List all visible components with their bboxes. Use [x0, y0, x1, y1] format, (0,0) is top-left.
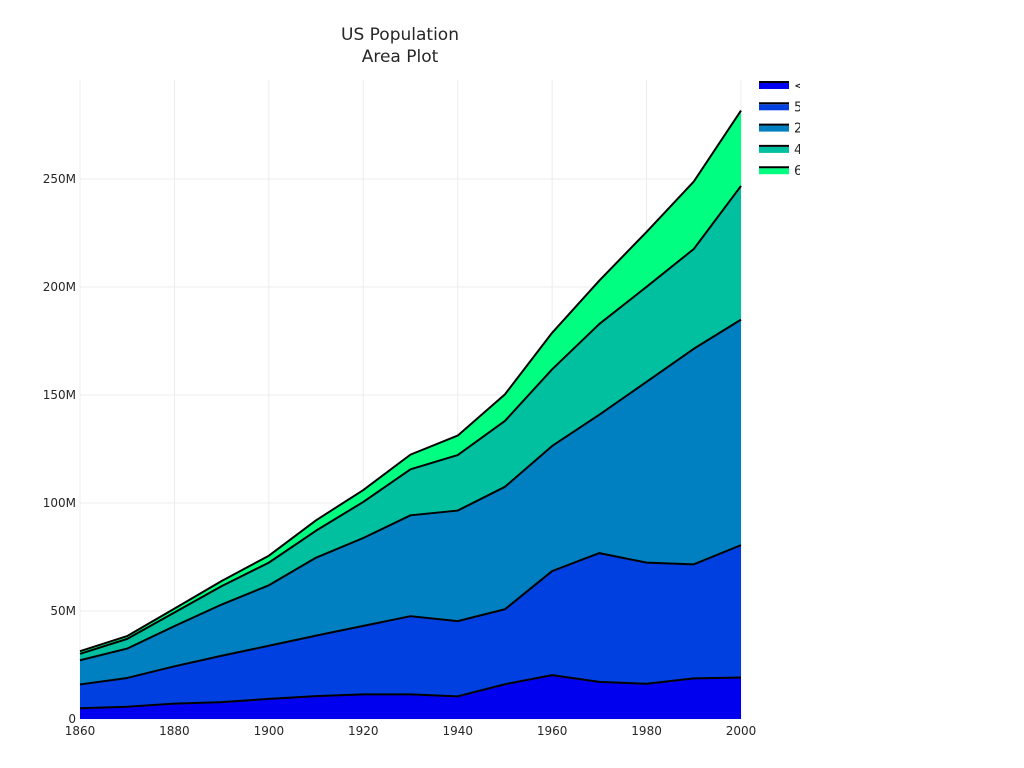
series-line-4 — [79, 185, 742, 655]
chart-title-line: US Population — [341, 25, 459, 45]
legend: <5 2 4 6 — [759, 79, 805, 179]
area-layer — [80, 110, 741, 719]
y-tick-label: 250M — [43, 172, 76, 186]
legend-label: < — [794, 79, 805, 94]
y-tick-label: 150M — [43, 388, 76, 402]
legend-item: 4 — [759, 143, 802, 158]
legend-label: 2 — [794, 122, 802, 137]
x-tick-label: 1980 — [631, 724, 662, 738]
y-tick-label: 200M — [43, 280, 76, 294]
legend-swatch — [759, 104, 789, 111]
area-series-2 — [80, 545, 741, 709]
legend-swatch — [759, 168, 789, 175]
area-series-1 — [80, 675, 741, 719]
line-layer — [79, 109, 742, 710]
legend-swatch — [759, 125, 789, 132]
legend-item: 2 — [759, 122, 802, 137]
x-tick-label: 1880 — [159, 724, 190, 738]
legend-label: 5 — [794, 100, 802, 115]
y-tick-label: 0 — [68, 712, 76, 726]
series-line-2 — [79, 544, 742, 686]
legend-label: 4 — [794, 143, 802, 158]
legend-item: 5 — [759, 100, 802, 115]
legend-swatch — [759, 146, 789, 153]
legend-item: 6 — [759, 164, 802, 179]
chart-title-line: Area Plot — [362, 47, 439, 67]
y-tick-label: 50M — [50, 604, 76, 618]
x-tick-label: 1920 — [348, 724, 379, 738]
axes: 1860 1880 1900 1920 1940 1960 1980 2000 0 50M 100M… — [43, 172, 757, 738]
area-series-3 — [80, 319, 741, 685]
legend-swatch — [759, 83, 789, 89]
x-tick-label: 1900 — [254, 724, 285, 738]
y-tick-label: 100M — [43, 496, 76, 510]
series-line-5 — [79, 109, 742, 653]
legend-items: <5 2 4 6 — [759, 79, 805, 179]
legend-label: 6 — [794, 164, 802, 179]
x-tick-label: 1960 — [537, 724, 568, 738]
x-tick-label: 2000 — [726, 724, 757, 738]
series-line-3 — [79, 318, 742, 662]
legend-item: < — [759, 79, 805, 94]
x-tick-label: 1860 — [65, 724, 96, 738]
x-tick-label: 1940 — [442, 724, 473, 738]
series-line-1 — [79, 674, 742, 710]
